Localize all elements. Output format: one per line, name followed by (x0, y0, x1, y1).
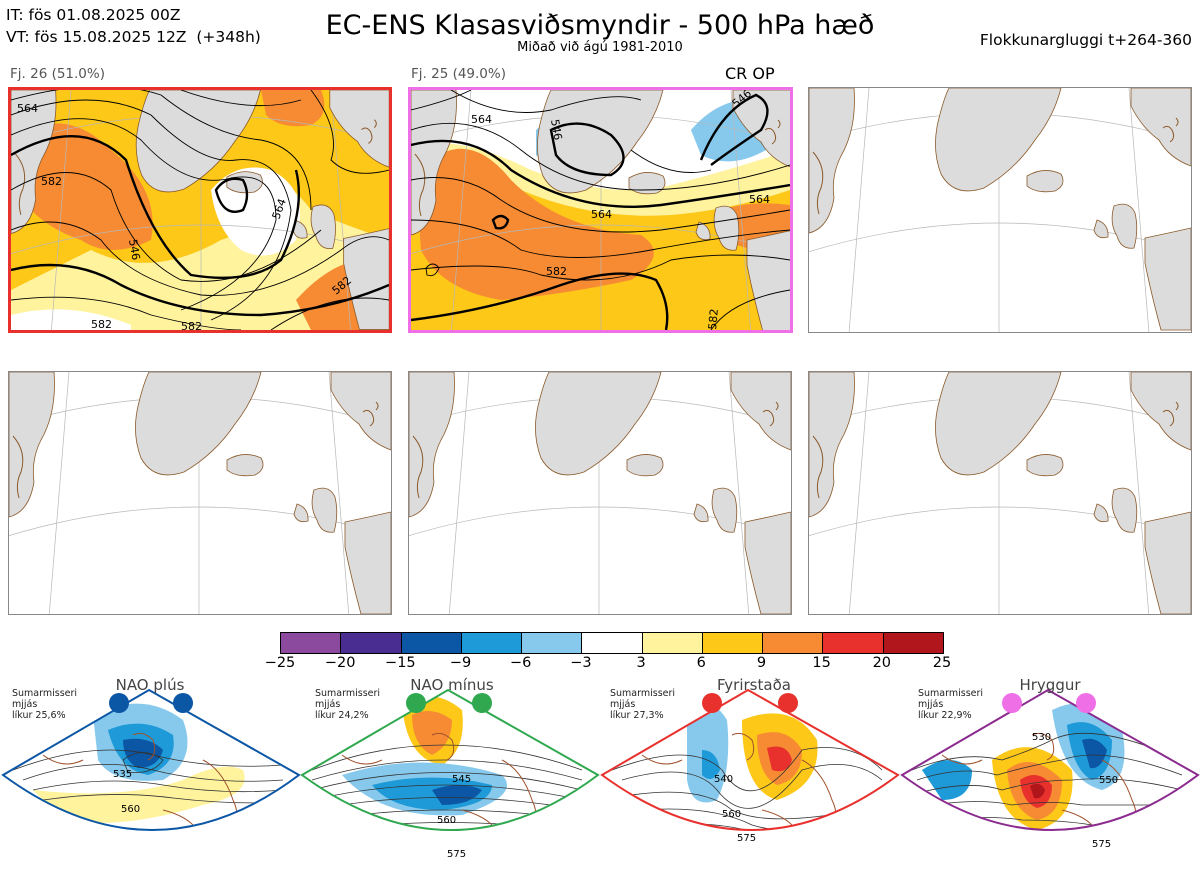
cluster-panel-1[interactable]: 564 582 546 564 582 582 582 (8, 87, 392, 333)
page-subtitle: Miðað við ágú 1981-2010 (517, 40, 683, 55)
regime-info: Sumarmisseri mjjás líkur 24,2% (315, 688, 381, 721)
colorbar-segment (823, 633, 884, 653)
contour-label: 575 (447, 849, 466, 860)
contour-label: 582 (181, 320, 202, 330)
contour-label: 560 (121, 804, 140, 815)
regime-title: NAO mínus (410, 676, 494, 694)
anomaly-9-15 (261, 90, 325, 127)
colorbar-segment (642, 633, 703, 653)
anomaly-9-15 (25, 123, 153, 250)
colorbar-segment (401, 633, 462, 653)
colorbar-segment (763, 633, 824, 653)
contour-label: 560 (722, 809, 741, 820)
regime-dot (1076, 693, 1096, 713)
colorbar-tick-label: −20 (324, 655, 356, 671)
colorbar-ticks: −25 −20 −15 −9 −6 −3 3 6 9 15 20 25 (265, 652, 952, 676)
classification-window: Flokkunargluggi t+264-360 (979, 31, 1192, 49)
colorbar-segment (522, 633, 583, 653)
panel-2-tag: CR OP (725, 64, 775, 83)
contour-label: 575 (1092, 839, 1111, 850)
colorbar-tick-label: −15 (385, 655, 416, 671)
regime-title: NAO plús (115, 676, 185, 694)
contour-label: 545 (452, 774, 471, 785)
regime-dot (406, 693, 426, 713)
contour-label: 535 (113, 769, 132, 780)
cluster-panel-empty (808, 371, 1192, 615)
panel-1-label: Fj. 26 (51.0%) (10, 66, 105, 82)
contour-label: 564 (17, 102, 38, 115)
regime-panels: 535 560 545 (1, 688, 1200, 860)
regime-dot (173, 693, 193, 713)
colorbar-tick-label: 3 (636, 655, 646, 671)
contour-label: 564 (591, 208, 612, 221)
contour-label: 582 (546, 265, 567, 278)
cluster-panel-empty (808, 87, 1192, 333)
colorbar-tick-label: 25 (932, 655, 952, 671)
panel-2-label: Fj. 25 (49.0%) (411, 66, 506, 82)
colorbar-tick-label: −6 (510, 655, 532, 671)
regime-info: Sumarmisseri mjjás líkur 22,9% (918, 688, 984, 721)
valid-time: VT: fös 15.08.2025 12Z (+348h) (6, 28, 261, 46)
contour-label: 582 (91, 318, 112, 330)
colorbar-segment (883, 633, 943, 653)
colorbar-segment (582, 633, 643, 653)
colorbar-tick-label: −3 (570, 655, 592, 671)
anomaly-neutral (11, 309, 131, 330)
colorbar-segment (341, 633, 402, 653)
contour-label: 582 (41, 175, 62, 188)
colorbar-tick-label: −9 (449, 655, 472, 671)
contour-label: 546 (548, 118, 564, 141)
colorbar-segment (702, 633, 764, 653)
colorbar-tick-label: 15 (812, 655, 831, 671)
regime-info: Sumarmisseri mjjás líkur 25,6% (12, 688, 78, 721)
colorbar-tick-label: 20 (872, 655, 892, 671)
contour-label: 550 (1099, 775, 1118, 786)
colorbar (280, 632, 944, 654)
contour-label: 564 (749, 193, 770, 206)
colorbar-tick-label: 6 (696, 655, 706, 671)
contour-label: 582 (706, 308, 721, 330)
regime-title: Fyrirstaða (717, 676, 791, 694)
contour-label: 540 (714, 774, 733, 785)
colorbar-segment (281, 633, 342, 653)
regime-title: Hryggur (1019, 676, 1081, 694)
regime-info: Sumarmisseri mjjás líkur 27,3% (610, 688, 676, 721)
contour-label: 575 (737, 833, 756, 844)
cluster-panel-2[interactable]: 564 546 564 582 564 582 546 (408, 87, 793, 333)
colorbar-segment (461, 633, 523, 653)
cluster-panel-empty (408, 371, 792, 615)
contour-label: 546 (126, 238, 142, 261)
regime-dot (472, 693, 492, 713)
cluster-panel-empty (8, 371, 392, 615)
colorbar-tick-label: 9 (756, 655, 767, 671)
page-title: EC-ENS Klasasviðsmyndir - 500 hPa hæð (325, 10, 875, 41)
initial-time: IT: fös 01.08.2025 00Z (6, 6, 181, 24)
regime-dot (109, 693, 129, 713)
regime-dot (1002, 693, 1022, 713)
contour-label: 560 (437, 815, 456, 826)
header-info: IT: fös 01.08.2025 00Z VT: fös 15.08.202… (6, 4, 261, 48)
colorbar-tick-label: −25 (264, 655, 296, 671)
regime-dot (778, 693, 798, 713)
contour-label: 564 (471, 113, 492, 126)
contour-label: 530 (1032, 732, 1051, 743)
regime-dot (702, 693, 722, 713)
